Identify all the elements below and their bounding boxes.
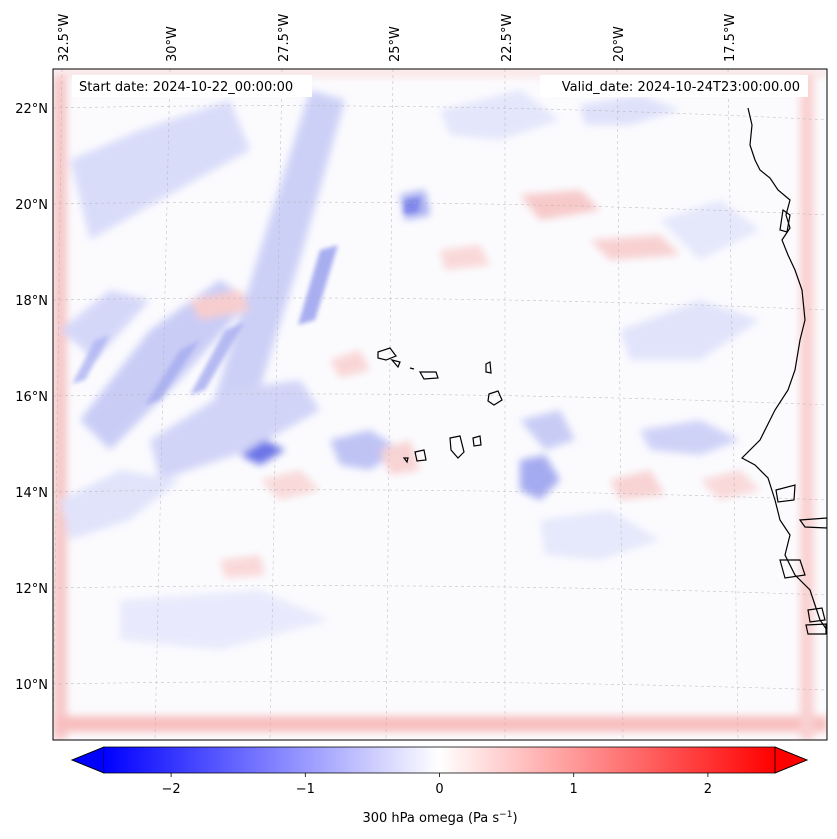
lon-tick-label: 32.5°W	[57, 14, 72, 62]
lon-tick-label: 20°W	[612, 26, 627, 62]
lat-tick-label: 14°N	[15, 486, 48, 501]
omega-field	[53, 69, 827, 740]
colorbar-body	[104, 747, 775, 773]
coastline	[741, 107, 827, 635]
africa-coast	[741, 107, 827, 631]
lat-tick-label: 12°N	[15, 582, 48, 597]
colorbar-outline	[70, 746, 809, 774]
cape-verde-islands	[377, 347, 503, 464]
lon-tick-label: 27.5°W	[277, 14, 292, 62]
colorbar-extend-high	[774, 746, 809, 774]
gridlines	[53, 69, 827, 740]
lon-tick-labels: 32.5°W 30°W 27.5°W 25°W 22.5°W 20°W 17.5…	[57, 14, 738, 62]
valid-date-label: Valid_date: 2024-10-24T23:00:00.00	[562, 80, 800, 95]
colorbar: −2 −1 0 1 2 300 hPa omega (Pa s−1)	[70, 746, 809, 826]
colorbar-label: 300 hPa omega (Pa s−1)	[362, 810, 517, 826]
map-panel: Start date: 2024-10-22_00:00:00 Valid_da…	[52, 68, 828, 741]
lat-tick-label: 18°N	[15, 294, 48, 309]
start-date-label: Start date: 2024-10-22_00:00:00	[79, 80, 293, 95]
colorbar-tick-label: 1	[570, 782, 578, 797]
lat-tick-label: 22°N	[15, 102, 48, 117]
colorbar-tick-label: 0	[435, 782, 443, 797]
start-date-label-bg	[72, 75, 312, 97]
lat-tick-label: 16°N	[15, 390, 48, 405]
colorbar-tick-label: 2	[704, 782, 712, 797]
map-frame	[52, 68, 828, 741]
valid-date-label-bg	[540, 75, 808, 97]
lat-tick-labels: 22°N 20°N 18°N 16°N 14°N 12°N 10°N	[15, 102, 48, 693]
colorbar-tick-label: −2	[162, 782, 181, 797]
lon-tick-label: 22.5°W	[500, 14, 515, 62]
lon-tick-label: 25°W	[388, 26, 403, 62]
colorbar-ticks: −2 −1 0 1 2	[162, 773, 712, 797]
lon-tick-label: 17.5°W	[723, 14, 738, 62]
lat-tick-label: 20°N	[15, 198, 48, 213]
lon-tick-label: 30°W	[165, 26, 180, 62]
lat-tick-label: 10°N	[15, 678, 48, 693]
colorbar-tick-label: −1	[296, 782, 315, 797]
colorbar-extend-low	[70, 746, 105, 774]
